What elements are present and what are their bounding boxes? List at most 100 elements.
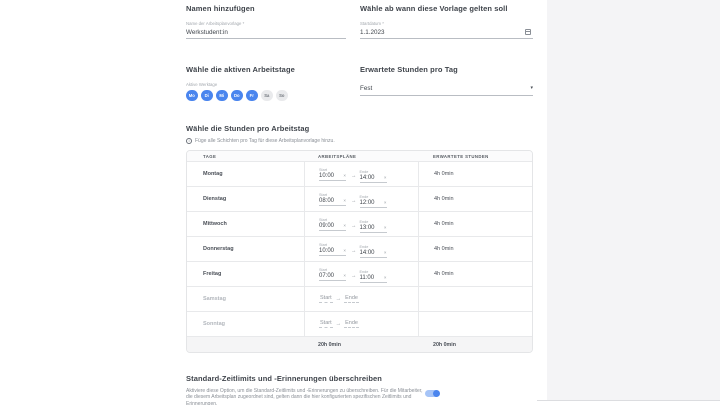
expected-hours-selected-value: Fest [360, 84, 373, 92]
schedule-template-form: Namen hinzufügen Name der Arbeitsplanvor… [186, 4, 533, 405]
end-time-label: Ende [359, 169, 369, 174]
remove-end-time-icon[interactable]: × [383, 250, 387, 255]
arrow-right-icon: → [351, 248, 357, 254]
start-time-placeholder[interactable]: Start [319, 295, 333, 303]
remove-end-time-icon[interactable]: × [383, 275, 387, 280]
expected-hours-select[interactable]: Fest ▾ [360, 85, 533, 96]
header-tage: TAGE [203, 153, 217, 159]
override-toggle[interactable] [425, 390, 440, 397]
table-row-mittwoch: Mittwoch Start 09:00 × → Ende 13:00 × 4h 0min [187, 212, 532, 237]
workday-chips: Mo Di Mi Do Fr Sa So [186, 89, 346, 101]
start-date-field-label: Startdatum * [360, 21, 384, 26]
remove-start-time-icon[interactable]: × [343, 248, 346, 253]
day-label: Dienstag [203, 196, 227, 202]
day-label: Donnerstag [203, 246, 234, 252]
table-row-dienstag: Dienstag Start 08:00 × → Ende 12:00 × 4h 0min [187, 187, 532, 212]
end-time-field[interactable]: Ende 13:00 × [359, 220, 387, 233]
start-time-label: Start [319, 242, 328, 247]
start-time-field[interactable]: Start 07:00 × [319, 268, 346, 281]
expected-hours-title: Erwartete Stunden pro Tag [360, 64, 458, 74]
start-time-field[interactable]: Start 09:00 × [319, 218, 346, 231]
end-time-field[interactable]: Ende 12:00 × [359, 194, 387, 208]
remove-start-time-icon[interactable]: × [343, 198, 346, 203]
name-field[interactable]: Name der Arbeitsplanvorlage * Werkstuden… [186, 21, 346, 39]
start-time-placeholder[interactable]: Start [319, 320, 333, 328]
name-section: Namen hinzufügen Name der Arbeitsplanvor… [186, 4, 346, 39]
start-date-section: Wähle ab wann diese Vorlage gelten soll … [360, 4, 533, 39]
workday-chip-do[interactable]: Do [231, 89, 243, 101]
start-date-field-value[interactable]: 1.1.2023 [360, 28, 385, 36]
end-time-label: Ende [359, 269, 369, 274]
day-label: Freitag [203, 271, 222, 277]
end-time-label: Ende [359, 194, 369, 199]
expected-hours-value: 4h 0min [434, 196, 454, 202]
workday-chip-so[interactable]: So [276, 89, 288, 101]
workday-chip-fr[interactable]: Fr [246, 89, 258, 101]
arrow-right-icon: → [335, 296, 342, 302]
start-time-value[interactable]: 09:00 [319, 222, 335, 229]
workday-chip-sa[interactable]: Sa [261, 89, 273, 101]
table-header-row: TAGE ARBEITSPLÄNE ERWARTETE STUNDEN [187, 151, 532, 162]
start-time-label: Start [319, 192, 328, 197]
end-time-value[interactable]: 13:00 [359, 224, 375, 231]
start-time-value[interactable]: 10:00 [319, 172, 335, 179]
end-time-value[interactable]: 12:00 [359, 199, 375, 206]
table-row-montag: Montag Start 10:00 × → Ende 14:00 × 4h 0min [187, 162, 532, 187]
remove-start-time-icon[interactable]: × [343, 223, 346, 228]
table-footer-row: 20h 0min 20h 0min [187, 337, 532, 352]
start-time-value[interactable]: 10:00 [319, 247, 335, 254]
table-row-donnerstag: Donnerstag Start 10:00 × → Ende 14:00 × 4h 0min [187, 237, 532, 262]
end-time-value[interactable]: 14:00 [359, 174, 375, 181]
info-line: i Füge alle Schichten pro Tag für diese … [186, 138, 533, 144]
name-section-title: Namen hinzufügen [186, 4, 255, 13]
workday-chip-di[interactable]: Di [201, 89, 213, 101]
day-label: Samstag [203, 296, 226, 302]
workday-chip-mi[interactable]: Mi [216, 89, 228, 101]
day-label: Montag [203, 171, 223, 177]
schedule-table-body: Montag Start 10:00 × → Ende 14:00 × 4h 0min Diens… [187, 162, 532, 337]
workday-chip-mo[interactable]: Mo [186, 89, 198, 101]
table-row-sonntag: Sonntag Start → Ende [187, 312, 532, 337]
workdays-label: Aktive Werktage [186, 81, 218, 87]
remove-end-time-icon[interactable]: × [383, 200, 387, 205]
remove-start-time-icon[interactable]: × [343, 173, 346, 178]
remove-start-time-icon[interactable]: × [343, 273, 346, 278]
end-time-field[interactable]: Ende 11:00 × [359, 269, 387, 283]
remove-end-time-icon[interactable]: × [383, 225, 387, 230]
start-time-field[interactable]: Start 08:00 × [319, 193, 346, 206]
end-time-value[interactable]: 11:00 [359, 274, 375, 281]
chevron-down-icon: ▾ [530, 84, 533, 91]
remove-end-time-icon[interactable]: × [383, 175, 387, 180]
start-time-label: Start [319, 217, 328, 222]
start-time-field[interactable]: Start 10:00 × [319, 168, 346, 181]
header-erwartete-stunden: ERWARTETE STUNDEN [433, 153, 489, 159]
workdays-section-title: Wähle die aktiven Arbeitstage [186, 64, 295, 74]
arrow-right-icon: → [351, 223, 357, 229]
end-time-placeholder[interactable]: Ende [344, 320, 359, 328]
end-time-field[interactable]: Ende 14:00 × [359, 245, 387, 258]
start-date-field[interactable]: Startdatum * 1.1.2023 [360, 21, 533, 39]
start-time-label: Start [319, 167, 328, 172]
name-field-value[interactable]: Werkstudent:in [186, 28, 228, 36]
end-time-value[interactable]: 14:00 [359, 249, 375, 256]
top-row: Namen hinzufügen Name der Arbeitsplanvor… [186, 4, 533, 39]
calendar-icon[interactable] [525, 28, 531, 35]
arrow-right-icon: → [351, 273, 357, 279]
toggle-knob [432, 390, 440, 397]
start-time-value[interactable]: 07:00 [319, 272, 335, 279]
override-section: Standard-Zeitlimits und -Erinnerungen üb… [186, 374, 533, 405]
start-time-field[interactable]: Start 10:00 × [319, 243, 346, 256]
schedule-table: TAGE ARBEITSPLÄNE ERWARTETE STUNDEN Mont… [186, 150, 533, 353]
override-description: Aktiviere diese Option, um die Standard-… [186, 387, 423, 405]
day-label: Sonntag [203, 321, 225, 327]
end-time-placeholder[interactable]: Ende [344, 295, 359, 303]
end-time-field[interactable]: Ende 14:00 × [359, 169, 387, 183]
info-icon: i [186, 138, 192, 144]
expected-hours-section: Erwartete Stunden pro Tag Fest ▾ [360, 65, 533, 102]
info-text: Füge alle Schichten pro Tag für diese Ar… [195, 138, 335, 144]
table-row-samstag: Samstag Start → Ende [187, 287, 532, 312]
start-date-section-title: Wähle ab wann diese Vorlage gelten soll [360, 4, 508, 13]
arrow-right-icon: → [351, 198, 357, 204]
start-time-value[interactable]: 08:00 [319, 197, 335, 204]
